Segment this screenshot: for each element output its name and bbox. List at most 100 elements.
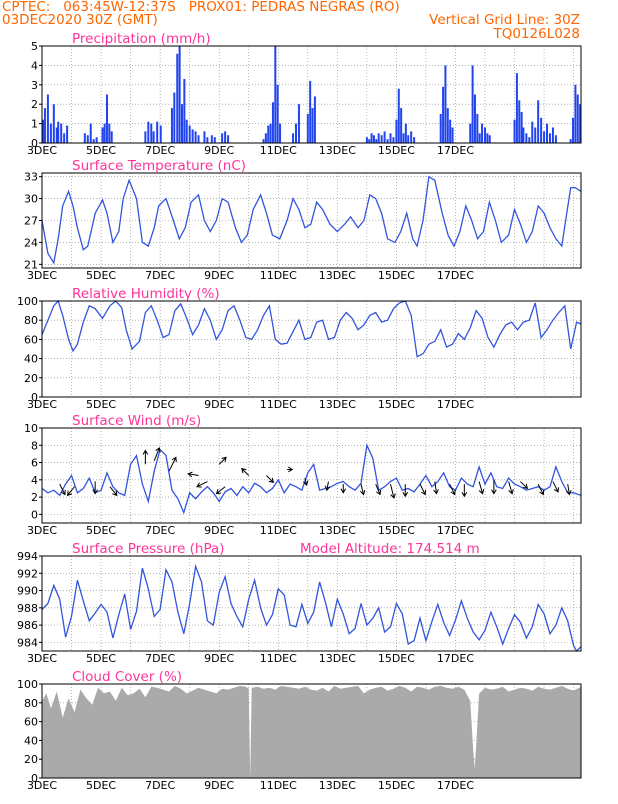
precip-bar bbox=[389, 133, 392, 143]
x-tick-label: 11DEC bbox=[260, 144, 297, 157]
x-tick-label: 5DEC bbox=[86, 524, 116, 537]
precip-bar bbox=[469, 123, 472, 143]
wind-arrow bbox=[537, 483, 545, 496]
x-tick-label: 9DEC bbox=[204, 652, 234, 665]
wind-line bbox=[41, 443, 582, 515]
precip-bar bbox=[386, 139, 389, 143]
temperature-line bbox=[41, 175, 582, 265]
precip-bar bbox=[576, 94, 579, 143]
x-tick-label: 5DEC bbox=[86, 652, 116, 665]
precip-bar bbox=[439, 113, 442, 143]
precip-bar bbox=[368, 139, 371, 143]
wind-arrows bbox=[59, 446, 572, 499]
precip-bar bbox=[176, 53, 179, 144]
wind-arrow bbox=[59, 483, 66, 496]
y-tick-label: 3 bbox=[31, 79, 38, 92]
precip-bar bbox=[55, 127, 58, 143]
x-tick-label: 15DEC bbox=[378, 144, 415, 157]
x-tick-label: 3DEC bbox=[27, 398, 57, 411]
precip-bar bbox=[147, 121, 150, 143]
wind-arrow bbox=[520, 481, 529, 490]
temperature-title: Surface Temperature (nC) bbox=[72, 158, 246, 174]
precip-bar bbox=[156, 121, 159, 143]
pressure-grid bbox=[41, 555, 581, 651]
precip-bar bbox=[515, 73, 518, 143]
precip-bar bbox=[476, 113, 479, 143]
x-tick-label: 9DEC bbox=[204, 144, 234, 157]
x-tick-label: 17DEC bbox=[437, 269, 474, 282]
header-vertical-grid-info: Vertical Grid Line: 30Z bbox=[429, 12, 580, 28]
precip-bar bbox=[383, 131, 386, 143]
wind-arrow bbox=[92, 481, 98, 495]
precip-bar bbox=[269, 123, 272, 143]
x-tick-label: 3DEC bbox=[27, 524, 57, 537]
temperature-grid bbox=[41, 173, 581, 268]
precip-bar bbox=[262, 139, 265, 143]
y-tick-label: 60 bbox=[24, 333, 38, 346]
precip-bar bbox=[210, 135, 213, 143]
wind-arrow bbox=[340, 484, 347, 494]
wind-grid bbox=[41, 427, 581, 523]
wind-arrow bbox=[390, 484, 396, 499]
y-tick-label: 40 bbox=[24, 734, 38, 747]
x-tick-label: 11DEC bbox=[260, 524, 297, 537]
precip-bar bbox=[486, 133, 489, 143]
precip-bar bbox=[313, 96, 316, 143]
y-tick-label: 5 bbox=[31, 40, 38, 53]
precip-bar bbox=[108, 123, 111, 143]
precipitation-grid bbox=[41, 45, 581, 144]
pressure-frame bbox=[41, 555, 582, 652]
precip-bar bbox=[227, 135, 230, 143]
wind-arrow bbox=[215, 486, 226, 495]
precip-bar bbox=[569, 139, 572, 143]
x-tick-label: 13DEC bbox=[319, 398, 356, 411]
precip-bar bbox=[380, 135, 383, 143]
y-tick-label: 0 bbox=[31, 391, 38, 404]
y-tick-label: 80 bbox=[24, 314, 38, 327]
precip-bar bbox=[264, 133, 267, 143]
x-tick-label: 7DEC bbox=[145, 398, 175, 411]
x-tick-label: 11DEC bbox=[260, 652, 297, 665]
y-tick-label: 20 bbox=[24, 372, 38, 385]
precip-bar bbox=[377, 133, 380, 143]
precip-bar bbox=[173, 92, 176, 143]
wind-arrow bbox=[375, 483, 382, 496]
y-tick-label: 24 bbox=[24, 236, 38, 249]
pressure-line bbox=[41, 563, 582, 653]
wind-panel: 0 2 4 6 8 10 3DEC 5DEC 7DEC 9DEC 11DEC 13DEC 15DEC 17… bbox=[24, 413, 582, 537]
header-station-line: CPTEC: 063:45W-12:37S PROX01: PEDRAS NEG… bbox=[2, 0, 400, 15]
y-tick-label: 1 bbox=[31, 118, 38, 131]
x-tick-label: 13DEC bbox=[319, 269, 356, 282]
x-tick-label: 9DEC bbox=[204, 269, 234, 282]
x-tick-label: 7DEC bbox=[145, 779, 175, 792]
humidity-line bbox=[41, 299, 582, 358]
x-tick-label: 17DEC bbox=[437, 144, 474, 157]
precip-bar bbox=[105, 94, 108, 143]
precip-bar bbox=[92, 139, 95, 143]
y-tick-label: 27 bbox=[24, 215, 38, 228]
x-tick-label: 15DEC bbox=[378, 269, 415, 282]
precip-bar bbox=[413, 137, 416, 143]
y-tick-label: 30 bbox=[24, 193, 38, 206]
x-tick-label: 17DEC bbox=[437, 779, 474, 792]
precip-bar bbox=[95, 137, 98, 143]
precip-bar bbox=[540, 117, 543, 143]
precip-bar bbox=[451, 127, 454, 143]
precip-bar bbox=[531, 121, 534, 143]
wind-arrow bbox=[508, 481, 514, 495]
precip-bar bbox=[572, 117, 575, 143]
wind-arrow bbox=[402, 484, 409, 498]
wind-arrow bbox=[324, 481, 331, 492]
precip-bar bbox=[43, 108, 46, 143]
precip-bar bbox=[221, 133, 224, 143]
x-tick-label: 13DEC bbox=[319, 652, 356, 665]
precip-bar bbox=[513, 119, 516, 143]
precip-bar bbox=[57, 121, 60, 143]
y-tick-label: 2 bbox=[31, 491, 38, 504]
y-tick-label: 100 bbox=[17, 678, 38, 691]
x-tick-label: 7DEC bbox=[145, 144, 175, 157]
precip-bar bbox=[197, 135, 200, 143]
x-tick-label: 11DEC bbox=[260, 269, 297, 282]
precip-bar bbox=[178, 46, 181, 143]
precip-bar bbox=[478, 133, 481, 143]
